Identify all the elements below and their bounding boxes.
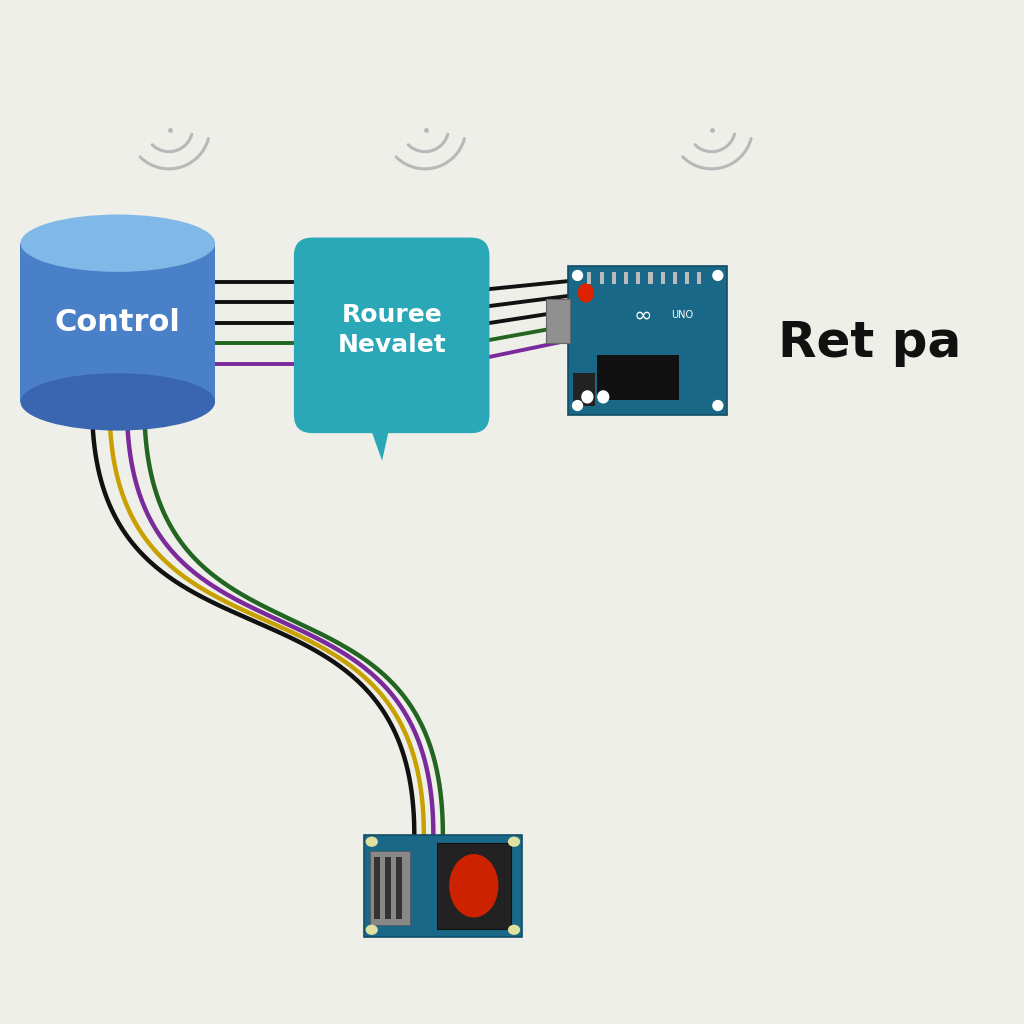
Bar: [673, 271, 677, 284]
Bar: [370, 851, 410, 925]
Polygon shape: [366, 415, 392, 461]
Ellipse shape: [597, 390, 609, 403]
Bar: [685, 271, 689, 284]
Bar: [546, 299, 570, 343]
Bar: [385, 857, 391, 919]
Bar: [611, 271, 615, 284]
Bar: [636, 271, 640, 284]
Bar: [648, 271, 652, 284]
Bar: [364, 835, 522, 937]
Bar: [568, 266, 727, 415]
Ellipse shape: [450, 854, 499, 918]
Ellipse shape: [20, 214, 215, 271]
Ellipse shape: [366, 837, 378, 847]
Text: Control: Control: [55, 308, 180, 337]
Bar: [624, 271, 628, 284]
Ellipse shape: [508, 925, 520, 935]
Ellipse shape: [713, 400, 723, 411]
Ellipse shape: [571, 270, 584, 281]
FancyBboxPatch shape: [294, 238, 489, 433]
Bar: [612, 287, 673, 343]
Polygon shape: [20, 243, 215, 401]
Bar: [697, 271, 701, 284]
Ellipse shape: [366, 925, 378, 935]
Bar: [436, 843, 511, 929]
Bar: [588, 271, 592, 284]
Text: Ret pa: Ret pa: [778, 319, 962, 367]
Ellipse shape: [578, 284, 594, 303]
Ellipse shape: [713, 270, 723, 281]
Text: ∞: ∞: [634, 305, 652, 326]
Ellipse shape: [508, 837, 520, 847]
Bar: [374, 857, 380, 919]
Ellipse shape: [571, 400, 584, 411]
Ellipse shape: [20, 373, 215, 430]
Bar: [597, 355, 680, 400]
Bar: [600, 271, 604, 284]
Bar: [573, 373, 595, 406]
Ellipse shape: [582, 390, 594, 403]
Text: UNO: UNO: [672, 310, 693, 321]
Bar: [660, 271, 665, 284]
Text: Rouree
Nevalet: Rouree Nevalet: [337, 303, 446, 357]
Bar: [396, 857, 402, 919]
